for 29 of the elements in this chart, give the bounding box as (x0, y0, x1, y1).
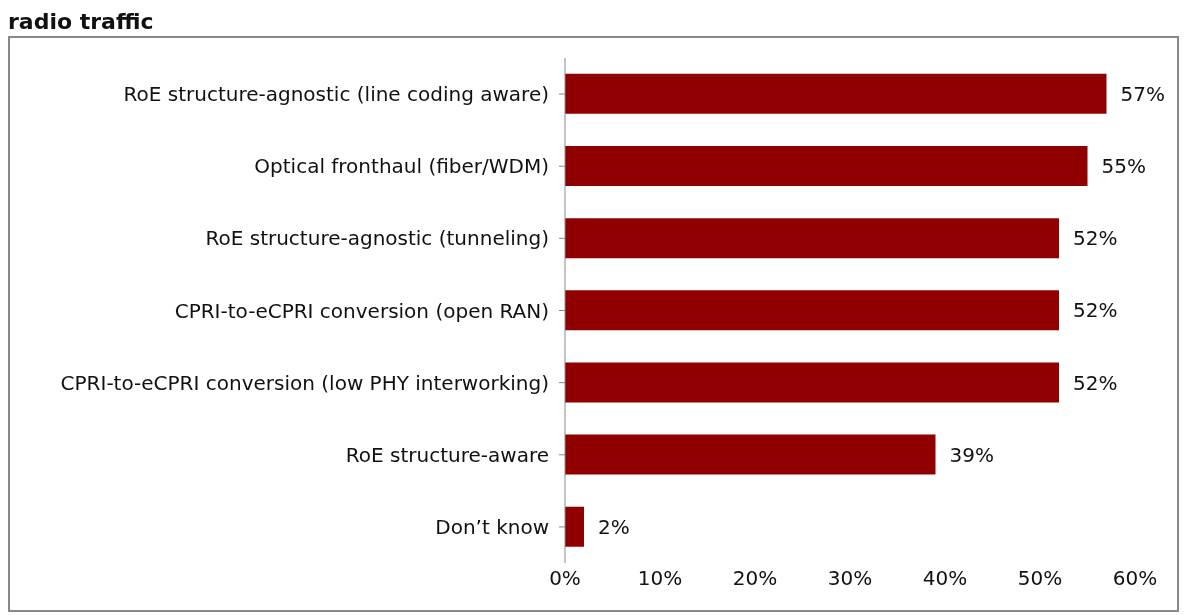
x-tick-label: 0% (549, 566, 581, 591)
y-tick-label: RoE structure-agnostic (line coding aware) (123, 82, 549, 107)
bar (565, 290, 1059, 331)
data-label: 2% (598, 514, 630, 539)
bar (565, 73, 1107, 114)
data-label: 52% (1073, 298, 1118, 323)
x-tick-label: 50% (1017, 566, 1063, 591)
y-tick-label: Optical fronthaul (fiber/WDM) (254, 154, 549, 179)
data-label: 52% (1073, 226, 1118, 251)
x-tick-label: 10% (637, 566, 683, 591)
bar (565, 218, 1059, 259)
x-tick-label: 60% (1112, 566, 1158, 591)
y-tick-label: RoE structure-agnostic (tunneling) (205, 226, 549, 251)
y-tick-label: CPRI-to-eCPRI conversion (low PHY interworking) (60, 370, 549, 395)
bar (565, 506, 584, 547)
x-tick-label: 30% (827, 566, 873, 591)
x-tick-label: 40% (922, 566, 968, 591)
data-label: 39% (949, 442, 994, 467)
y-tick-label: RoE structure-aware (345, 442, 549, 467)
data-label: 55% (1101, 154, 1146, 179)
data-label: 52% (1073, 370, 1118, 395)
x-tick-label: 20% (732, 566, 778, 591)
y-tick-label: Don’t know (435, 515, 549, 540)
text: radio traffic (8, 8, 155, 36)
bar (565, 146, 1088, 187)
data-label: 57% (1120, 81, 1165, 106)
bar (565, 434, 936, 475)
y-tick-label: CPRI-to-eCPRI conversion (open RAN) (174, 298, 549, 323)
bar (565, 362, 1059, 403)
